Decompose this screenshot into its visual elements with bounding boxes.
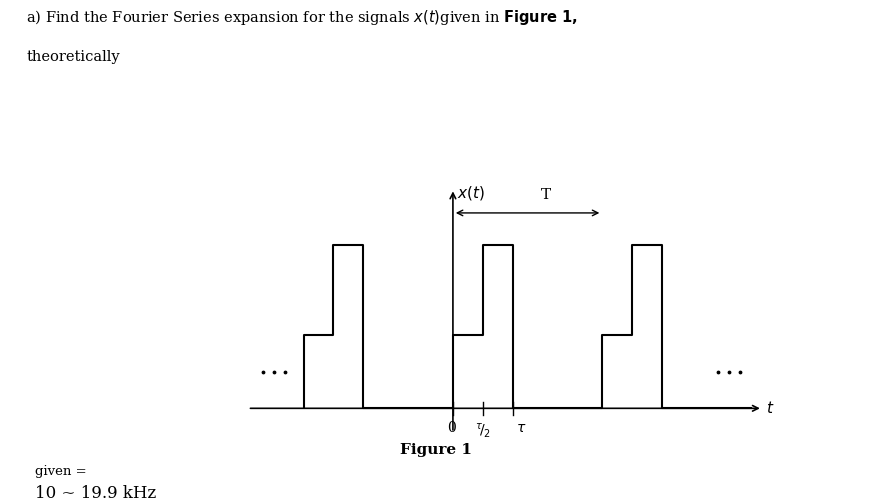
Text: $x(t)$: $x(t)$ [456,184,484,201]
Text: given =: given = [35,465,86,478]
Text: $\tau$: $\tau$ [517,421,527,435]
Text: T: T [540,187,550,201]
Text: 10 ~ 19.9 kHz: 10 ~ 19.9 kHz [35,485,156,501]
Text: 0: 0 [447,421,456,435]
Text: Figure 1: Figure 1 [400,443,471,457]
Text: theoretically: theoretically [26,50,119,64]
Text: a) Find the Fourier Series expansion for the signals $x(t)$given in $\bf{Figure\: a) Find the Fourier Series expansion for… [26,8,577,27]
Text: $^{\tau}\!/_{2}$: $^{\tau}\!/_{2}$ [475,421,491,440]
Text: $t$: $t$ [766,400,775,416]
